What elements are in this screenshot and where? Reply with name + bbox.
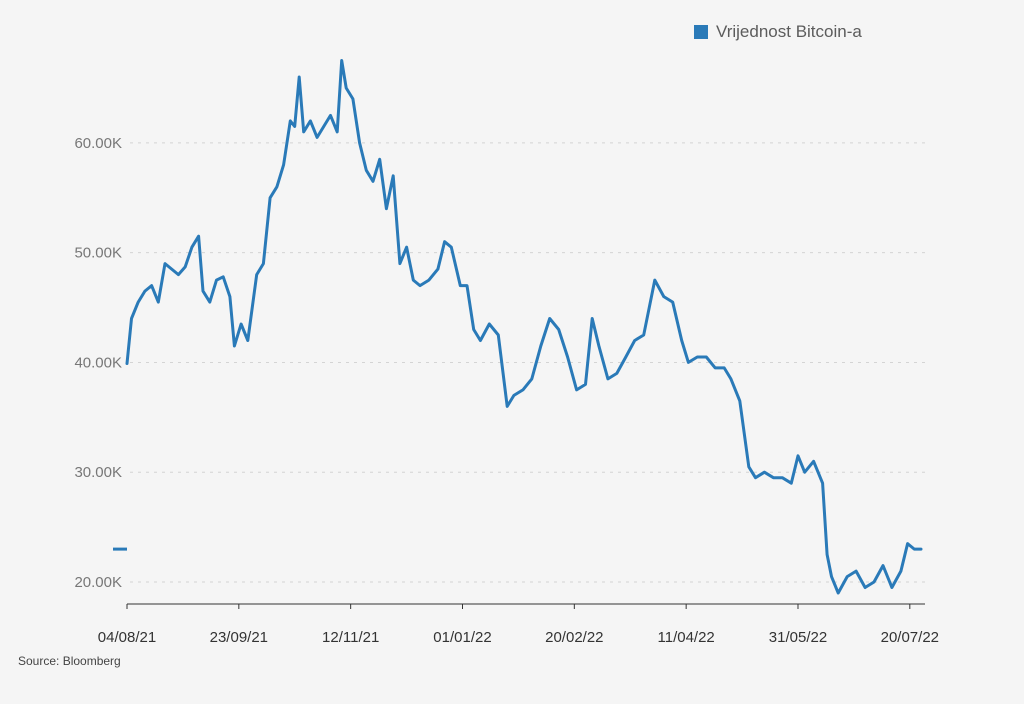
x-tick-label: 20/07/22 <box>881 629 939 646</box>
x-tick-label: 04/08/21 <box>98 629 156 646</box>
legend-label: Vrijednost Bitcoin-a <box>716 22 862 41</box>
legend: Vrijednost Bitcoin-a <box>694 22 862 42</box>
y-tick-label: 40.00K <box>74 354 122 371</box>
series-line-bitcoin <box>125 59 923 595</box>
source-note: Source: Bloomberg <box>18 654 121 668</box>
y-tick-label: 50.00K <box>74 245 122 262</box>
x-tick-label: 12/11/21 <box>322 629 379 646</box>
series-layer <box>113 59 923 595</box>
legend-swatch <box>694 25 708 39</box>
axis-layer: 20.00K 30.00K 40.00K 50.00K 60.00K 04/08/21 23… <box>74 135 939 646</box>
grid-layer <box>130 142 928 583</box>
x-tick-label: 11/04/22 <box>658 629 715 646</box>
x-tick-label: 31/05/22 <box>769 629 827 646</box>
x-tick-label: 01/01/22 <box>433 629 491 646</box>
y-tick-label: 30.00K <box>74 464 122 481</box>
x-tick-label: 20/02/22 <box>545 629 603 646</box>
x-tick-label: 23/09/21 <box>210 629 268 646</box>
y-tick-label: 60.00K <box>74 135 122 152</box>
y-tick-label: 20.00K <box>74 574 122 591</box>
